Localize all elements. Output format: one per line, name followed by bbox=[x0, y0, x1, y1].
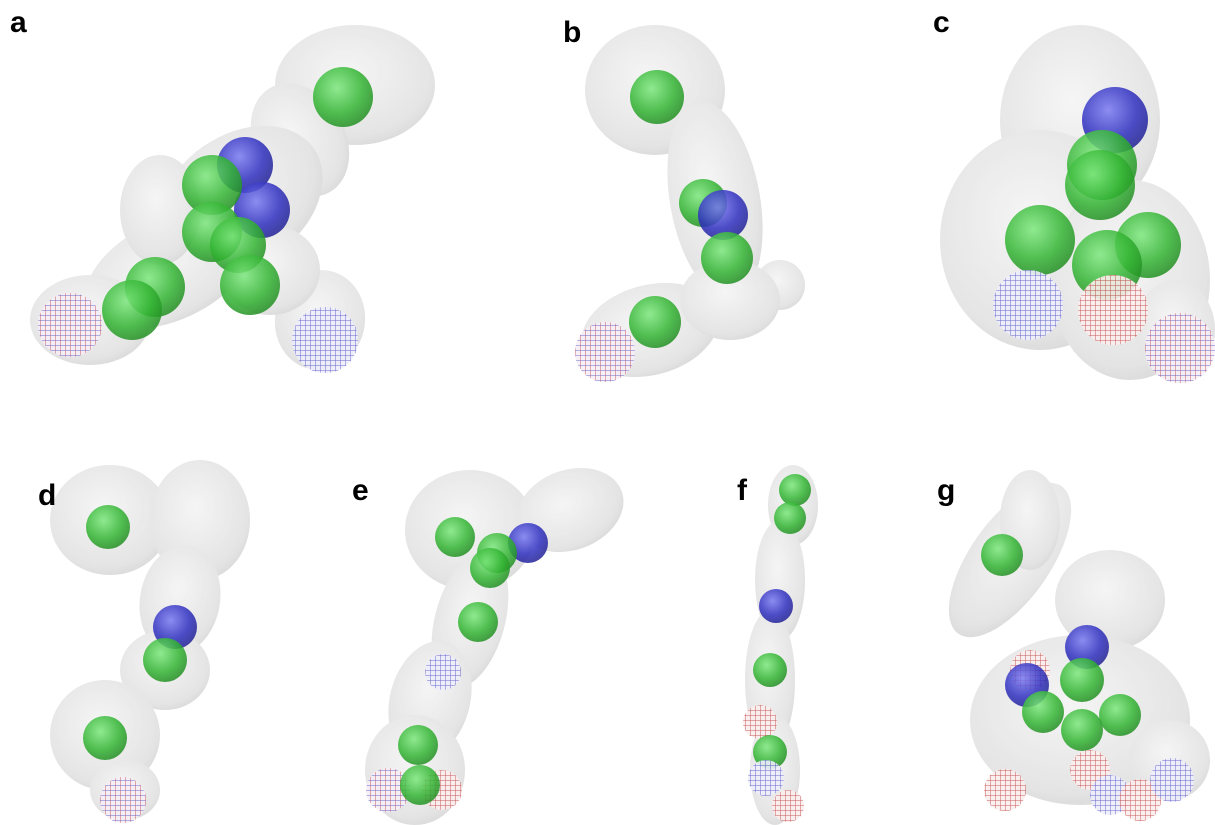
green-sphere bbox=[629, 296, 681, 348]
hatched-sphere bbox=[993, 270, 1063, 340]
page: a b c d e f g (() => { const data = JSON… bbox=[0, 0, 1215, 825]
green-sphere bbox=[470, 548, 510, 588]
panel-label: f bbox=[737, 474, 748, 507]
hatched-sphere bbox=[772, 790, 804, 822]
green-sphere bbox=[981, 534, 1023, 576]
hatched-sphere bbox=[100, 777, 146, 823]
hatched-sphere bbox=[743, 705, 777, 739]
molecular-surface bbox=[365, 454, 635, 825]
green-sphere bbox=[1005, 205, 1075, 275]
green-sphere bbox=[1099, 694, 1141, 736]
figure: a b c d e f g bbox=[0, 0, 1215, 825]
green-sphere bbox=[1065, 150, 1135, 220]
green-sphere bbox=[630, 70, 684, 124]
green-sphere bbox=[143, 638, 187, 682]
green-sphere bbox=[753, 653, 787, 687]
green-sphere bbox=[701, 232, 753, 284]
green-sphere bbox=[220, 255, 280, 315]
hatched-sphere bbox=[1145, 313, 1215, 383]
green-sphere bbox=[779, 474, 811, 506]
green-sphere bbox=[83, 716, 127, 760]
hatched-sphere bbox=[1078, 275, 1148, 345]
hatched-sphere bbox=[292, 307, 358, 373]
molecular-surface bbox=[926, 463, 1210, 805]
hatched-sphere bbox=[984, 769, 1026, 811]
hatched-sphere bbox=[748, 760, 784, 796]
panel-label: c bbox=[933, 6, 950, 39]
panel-label: g bbox=[937, 474, 955, 507]
panel-label: d bbox=[38, 479, 56, 512]
green-sphere bbox=[313, 67, 373, 127]
molecular-surface bbox=[50, 460, 250, 820]
hatched-sphere bbox=[1150, 758, 1194, 802]
green-sphere bbox=[1060, 658, 1104, 702]
renders bbox=[30, 25, 1215, 825]
green-sphere bbox=[458, 602, 498, 642]
green-sphere bbox=[435, 517, 475, 557]
blue-sphere bbox=[759, 589, 793, 623]
hatched-sphere bbox=[38, 293, 102, 357]
panel-label: e bbox=[352, 474, 369, 507]
green-sphere bbox=[1061, 709, 1103, 751]
hatched-sphere bbox=[425, 654, 461, 690]
panel-label: a bbox=[10, 6, 27, 39]
panel-label: b bbox=[563, 16, 581, 49]
green-sphere bbox=[400, 765, 440, 805]
green-sphere bbox=[102, 280, 162, 340]
green-sphere bbox=[774, 502, 806, 534]
green-sphere bbox=[398, 725, 438, 765]
hatched-sphere bbox=[575, 322, 635, 382]
green-sphere bbox=[86, 505, 130, 549]
green-sphere bbox=[1022, 691, 1064, 733]
